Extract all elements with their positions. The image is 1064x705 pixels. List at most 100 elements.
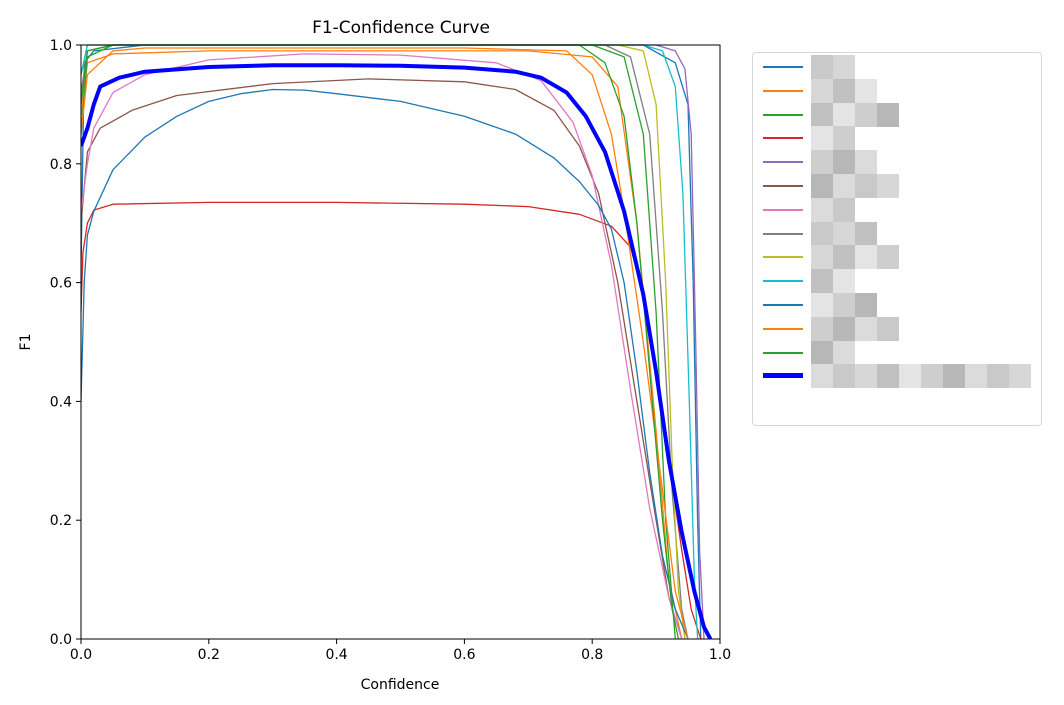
legend-entry <box>763 126 1033 151</box>
legend-swatch <box>763 304 803 306</box>
obscured-label-block <box>833 150 855 175</box>
obscured-label-block <box>833 126 855 151</box>
obscured-label-block <box>943 364 965 389</box>
obscured-label-block <box>811 293 833 317</box>
legend-entry <box>763 245 1033 270</box>
legend-swatch <box>763 373 803 379</box>
obscured-label-block <box>965 364 987 389</box>
x-tick-label: 0.0 <box>70 647 92 663</box>
legend-swatch <box>763 137 803 140</box>
series-line-6 <box>81 78 683 639</box>
legend-swatch <box>763 208 803 211</box>
obscured-label-block <box>833 340 855 365</box>
legend-swatch <box>763 161 803 164</box>
obscured-label-block <box>855 364 877 389</box>
x-tick-label: 1.0 <box>709 647 731 663</box>
obscured-label-block <box>833 269 855 294</box>
obscured-label-block <box>899 364 921 389</box>
obscured-label-block <box>833 293 855 317</box>
obscured-label-block <box>811 150 833 175</box>
obscured-label-block <box>833 78 855 103</box>
obscured-label-block <box>833 197 855 222</box>
legend-entry <box>763 102 1033 127</box>
x-tick-label: 0.6 <box>453 647 475 663</box>
legend-swatch <box>763 327 803 330</box>
obscured-label-block <box>811 197 833 222</box>
x-tick-label: 0.2 <box>198 647 220 663</box>
x-tick-label: 0.4 <box>325 647 347 663</box>
y-tick-label: 0.8 <box>50 157 72 173</box>
legend-entry <box>763 293 1033 317</box>
series-line-7 <box>81 53 683 639</box>
obscured-label-block <box>1009 364 1031 389</box>
legend-entry <box>763 364 1033 389</box>
plot-frame <box>80 44 721 640</box>
series-line-all-classes <box>81 63 713 639</box>
legend-swatch <box>763 232 803 235</box>
legend-entry <box>763 269 1033 294</box>
obscured-label-block <box>855 78 877 103</box>
obscured-label-block <box>855 316 877 341</box>
legend-entry <box>763 55 1033 79</box>
legend-swatch <box>763 280 803 283</box>
series-line-5 <box>81 44 705 639</box>
obscured-label-block <box>921 364 943 389</box>
obscured-label-block <box>987 364 1009 389</box>
legend-swatch <box>763 89 803 92</box>
series-line-13 <box>81 44 680 639</box>
chart-title: F1-Confidence Curve <box>312 18 490 38</box>
obscured-label-block <box>855 293 877 317</box>
y-tick-label: 0.0 <box>50 632 72 648</box>
series-line-12 <box>81 47 689 639</box>
obscured-label-block <box>811 78 833 103</box>
obscured-label-block <box>811 269 833 294</box>
series-line-2 <box>81 50 683 639</box>
series-line-1 <box>81 44 702 639</box>
obscured-label-block <box>833 174 855 198</box>
legend-entry <box>763 78 1033 103</box>
obscured-label-block <box>855 245 877 270</box>
obscured-label-block <box>811 245 833 270</box>
obscured-label-block <box>833 102 855 127</box>
obscured-label-block <box>833 364 855 389</box>
legend-entry <box>763 340 1033 365</box>
series-line-11 <box>81 88 689 639</box>
legend-swatch <box>763 113 803 116</box>
obscured-label-block <box>811 316 833 341</box>
legend-entry <box>763 316 1033 341</box>
y-tick-label: 0.4 <box>50 394 72 410</box>
y-tick-label: 1.0 <box>50 38 72 54</box>
legend-entry <box>763 197 1033 222</box>
obscured-label-block <box>833 316 855 341</box>
obscured-label-block <box>811 340 833 365</box>
x-axis-label: Confidence <box>361 677 440 693</box>
obscured-label-block <box>855 102 877 127</box>
obscured-label-block <box>877 174 899 198</box>
legend-swatch <box>763 351 803 354</box>
obscured-label-block <box>811 221 833 246</box>
y-axis-label: F1 <box>18 334 34 351</box>
obscured-label-block <box>877 245 899 270</box>
y-tick-label: 0.6 <box>50 276 72 292</box>
legend-swatch <box>763 185 803 187</box>
obscured-label-block <box>833 245 855 270</box>
series-line-4 <box>81 201 702 639</box>
obscured-label-block <box>833 221 855 246</box>
y-tick-label: 0.2 <box>50 513 72 529</box>
legend <box>752 52 1042 426</box>
obscured-label-block <box>877 364 899 389</box>
obscured-label-block <box>855 221 877 246</box>
series-line-10 <box>81 44 699 639</box>
obscured-label-block <box>811 126 833 151</box>
x-tick-label: 0.8 <box>581 647 603 663</box>
obscured-label-block <box>877 102 899 127</box>
obscured-label-block <box>811 174 833 198</box>
obscured-label-block <box>811 55 833 79</box>
obscured-label-block <box>833 55 855 79</box>
series-line-3 <box>81 44 676 639</box>
legend-swatch <box>763 256 803 259</box>
obscured-label-block <box>811 102 833 127</box>
obscured-label-block <box>811 364 833 389</box>
obscured-label-block <box>877 316 899 341</box>
obscured-label-block <box>855 150 877 175</box>
